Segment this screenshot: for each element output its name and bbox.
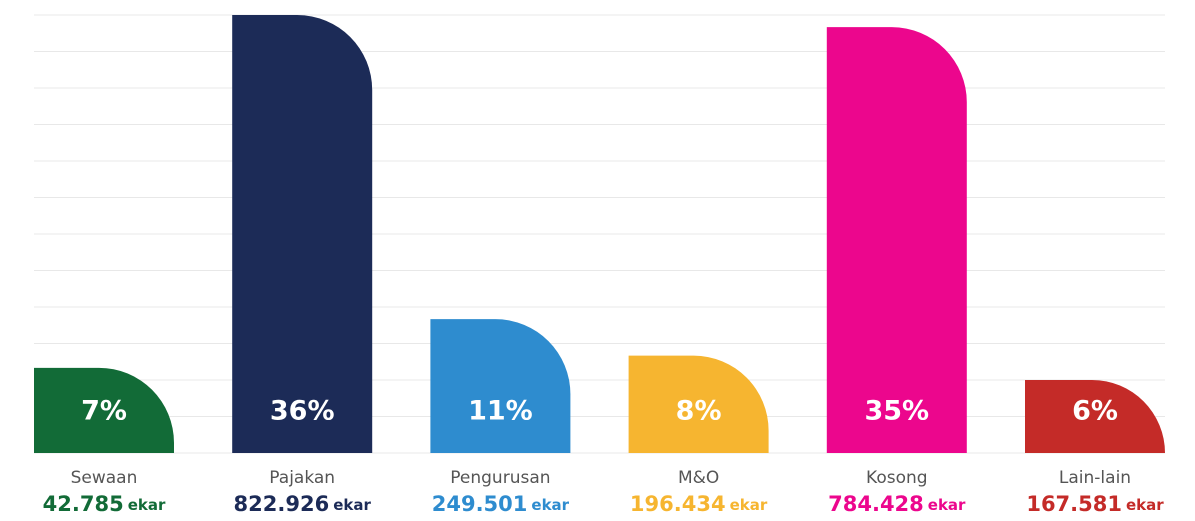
category-label: Pajakan <box>269 468 335 488</box>
bar <box>34 367 175 453</box>
acre-value: 167.581 <box>1026 492 1122 516</box>
acre-value: 249.501 <box>432 492 528 516</box>
acre-unit: ekar <box>730 496 768 514</box>
acre-unit: ekar <box>128 496 166 514</box>
acre-unit: ekar <box>531 496 569 514</box>
value-label: 11% <box>468 396 533 427</box>
acre-value: 822.926 <box>234 492 330 516</box>
value-label: 36% <box>270 396 335 427</box>
value-label: 7% <box>81 396 127 427</box>
category-label: Lain-lain <box>1059 468 1131 488</box>
bar <box>826 27 967 454</box>
acre-label: 822.926 ekar <box>234 492 372 516</box>
category-label: Sewaan <box>71 468 138 488</box>
acre-label: 249.501 ekar <box>432 492 570 516</box>
bar <box>1025 380 1165 453</box>
category-label: Pengurusan <box>450 468 550 488</box>
value-label: 8% <box>676 396 722 427</box>
acre-unit: ekar <box>333 496 371 514</box>
acre-unit: ekar <box>928 496 966 514</box>
acre-label: 784.428 ekar <box>828 492 966 516</box>
acre-value: 784.428 <box>828 492 924 516</box>
bar <box>430 319 571 453</box>
value-label: 35% <box>864 396 929 427</box>
acre-label: 167.581 ekar <box>1026 492 1164 516</box>
category-label: Kosong <box>866 468 928 488</box>
bar <box>628 355 769 453</box>
acre-unit: ekar <box>1126 496 1164 514</box>
acre-value: 196.434 <box>630 492 726 516</box>
acre-value: 42.785 <box>43 492 124 516</box>
acre-label: 42.785 ekar <box>43 492 166 516</box>
category-label: M&O <box>678 468 719 488</box>
bar <box>232 15 373 453</box>
value-label: 6% <box>1072 396 1118 427</box>
acre-label: 196.434 ekar <box>630 492 768 516</box>
